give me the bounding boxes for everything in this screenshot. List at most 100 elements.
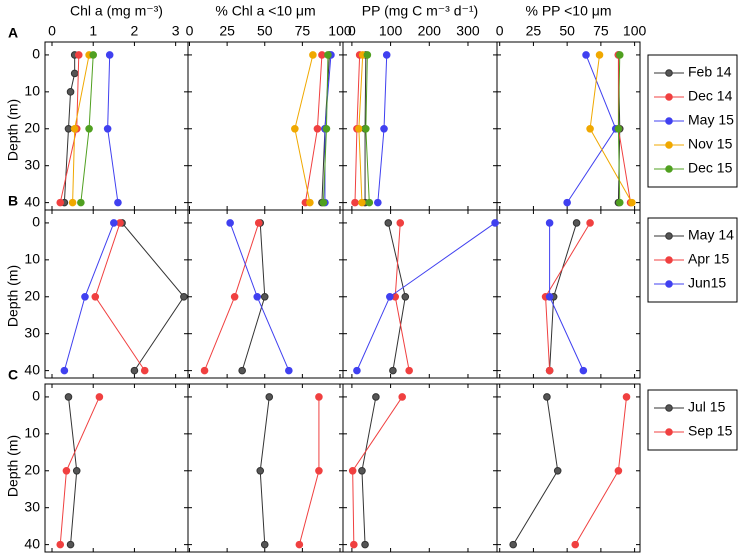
panel-frame [496, 209, 641, 379]
data-point [62, 466, 71, 475]
data-point [380, 124, 388, 133]
legend-marker [665, 165, 673, 173]
data-point [350, 540, 358, 549]
legend-label: Feb 14 [688, 64, 732, 80]
data-point [313, 124, 322, 133]
data-point [315, 393, 323, 401]
data-point [56, 540, 65, 549]
profile-line [589, 54, 633, 203]
legend-label: May 15 [688, 112, 734, 128]
x-tick-label: 2 [131, 23, 139, 39]
data-point [140, 366, 149, 375]
x-axis-label: Chl a (mg m⁻³) [70, 3, 163, 19]
x-axis-label: PP (mg C m⁻³ d⁻¹) [362, 3, 478, 19]
data-point [355, 124, 363, 133]
row-label: A [8, 25, 18, 41]
y-tick-label: 10 [24, 251, 40, 267]
data-point [563, 198, 571, 207]
y-tick-label: 30 [24, 324, 40, 340]
data-point [265, 393, 274, 401]
legend-box [647, 217, 738, 303]
data-point [572, 219, 581, 227]
data-point [384, 219, 393, 227]
data-point [226, 219, 234, 227]
y-tick-label: 30 [24, 498, 40, 514]
data-point [70, 69, 79, 78]
x-tick-label: 25 [526, 23, 542, 39]
y-axis-label: Depth (m) [5, 435, 21, 497]
x-tick-label: 0 [48, 23, 56, 39]
data-point [85, 124, 93, 133]
y-tick-label: 0 [32, 46, 40, 62]
data-point [353, 366, 361, 375]
data-point [103, 124, 112, 133]
legend-label: May 14 [688, 227, 734, 243]
legend-marker [665, 117, 673, 125]
data-point [509, 540, 517, 549]
data-point [64, 393, 73, 401]
x-tick-label: 200 [418, 23, 442, 39]
data-point [382, 51, 391, 59]
data-point [238, 366, 246, 375]
data-point [579, 366, 588, 375]
data-point [180, 292, 188, 301]
y-tick-label: 10 [24, 425, 40, 441]
y-tick-label: 20 [24, 461, 40, 477]
x-axis-label: % Chl a <10 μm [215, 3, 315, 19]
data-point [628, 198, 636, 207]
data-point [285, 366, 293, 375]
data-point [306, 198, 314, 207]
data-point [56, 198, 65, 207]
data-point [322, 124, 331, 133]
data-point [116, 219, 124, 227]
profile-line [356, 222, 496, 371]
legend-marker [665, 428, 673, 436]
data-point [358, 198, 366, 207]
data-point [81, 292, 89, 301]
data-point [543, 393, 551, 401]
data-point [491, 219, 499, 227]
legend-marker [665, 280, 673, 288]
data-point [358, 466, 366, 475]
legend-marker [665, 141, 673, 149]
data-point [230, 292, 239, 301]
legend-marker [665, 93, 673, 101]
panel-frame [44, 209, 189, 379]
data-point [405, 366, 413, 375]
data-point [553, 466, 562, 475]
legend-marker [665, 256, 673, 264]
data-point [614, 124, 623, 133]
x-tick-label: 0 [496, 23, 504, 39]
data-point [77, 198, 85, 207]
data-point [130, 366, 139, 375]
data-point [545, 292, 554, 301]
y-tick-label: 20 [24, 119, 40, 135]
x-tick-label: 100 [328, 23, 352, 39]
data-point [348, 466, 357, 475]
legend-label: Jun15 [688, 275, 726, 291]
legend-label: Dec 15 [688, 160, 733, 176]
x-tick-label: 0 [348, 23, 356, 39]
data-point [586, 219, 594, 227]
legend-marker [665, 404, 673, 412]
data-point [372, 393, 380, 401]
legend-label: Dec 14 [688, 88, 733, 104]
data-point [68, 198, 77, 207]
profile-line [63, 222, 115, 371]
data-point [110, 219, 118, 227]
data-point [260, 540, 269, 549]
data-point [72, 466, 81, 475]
data-point [615, 51, 624, 59]
data-point [362, 124, 370, 133]
x-tick-label: 25 [219, 23, 235, 39]
legend-marker [665, 69, 673, 77]
data-point [365, 198, 374, 207]
legend-label: Jul 15 [688, 399, 726, 415]
data-point [545, 219, 554, 227]
data-point [89, 51, 98, 59]
data-point [64, 124, 73, 133]
data-point [60, 366, 69, 375]
data-point [256, 466, 265, 475]
legend-box [647, 389, 738, 451]
